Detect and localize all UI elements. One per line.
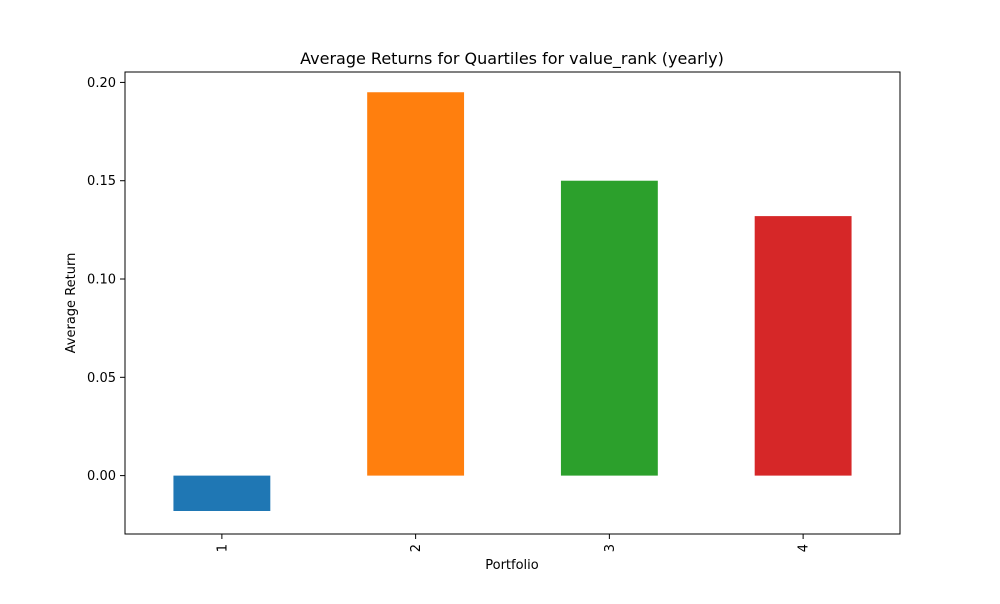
y-tick-label: 0.05 [87, 371, 116, 386]
plot-frame [124, 71, 901, 535]
y-axis-label: Average Return [64, 253, 79, 354]
x-axis: 1 2 3 4 [215, 534, 812, 552]
chart-title: Average Returns for Quartiles for value_… [300, 49, 724, 69]
bar-portfolio-1 [173, 475, 271, 511]
bars-layer [173, 92, 852, 511]
x-tick-label: 3 [603, 544, 618, 552]
x-tick-label: 2 [409, 544, 424, 552]
y-axis: 0.00 0.05 0.10 0.15 0.20 [87, 76, 125, 484]
y-tick-label: 0.15 [87, 174, 116, 189]
bar-portfolio-3 [560, 180, 658, 476]
x-tick-label: 1 [215, 544, 230, 552]
x-tick-label: 4 [797, 544, 812, 552]
y-tick-label: 0.00 [87, 469, 116, 484]
bar-portfolio-4 [754, 216, 852, 476]
y-tick-label: 0.10 [87, 273, 116, 288]
y-tick-label: 0.20 [87, 76, 116, 91]
x-axis-label: Portfolio [485, 558, 539, 573]
bar-portfolio-2 [367, 92, 465, 476]
